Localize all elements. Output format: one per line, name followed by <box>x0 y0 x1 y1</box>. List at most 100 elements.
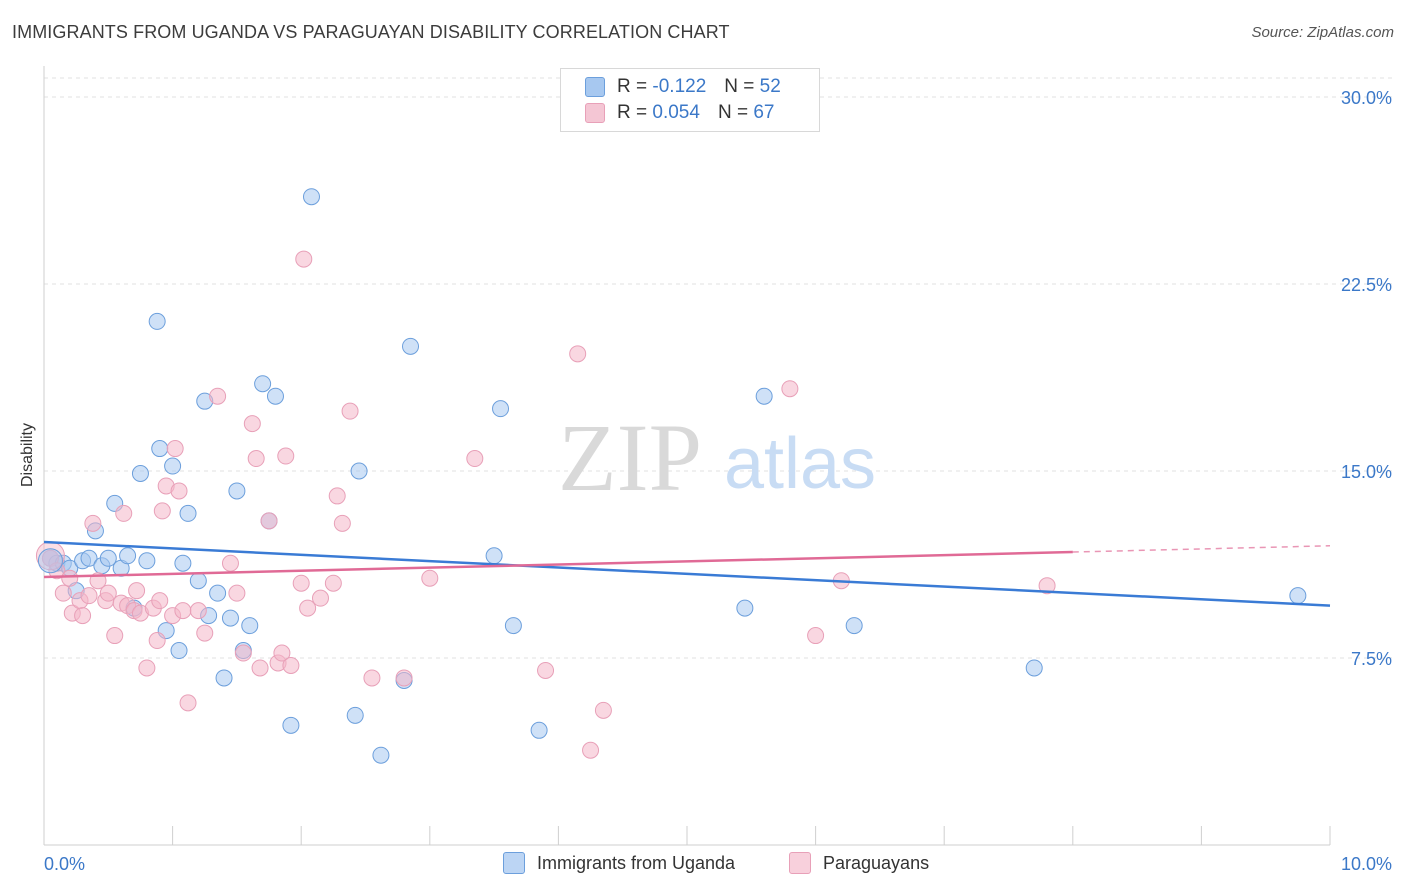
paraguayan-point <box>260 512 278 530</box>
uganda-point <box>148 312 166 330</box>
uganda-point <box>131 464 149 482</box>
paraguayan-trend-line <box>43 550 1073 579</box>
uganda-point <box>37 548 63 574</box>
legend-r-label: R = <box>617 76 648 97</box>
paraguayan-point <box>138 659 156 677</box>
paraguayan-point <box>170 482 188 500</box>
y-tick-label: 22.5% <box>1341 275 1392 295</box>
paraguayan-point <box>247 450 265 468</box>
y-axis-label: Disability <box>19 423 36 488</box>
uganda-point <box>346 706 364 724</box>
paraguayan-point <box>80 587 98 605</box>
paraguayan-point <box>328 487 346 505</box>
chart-source: Source: ZipAtlas.com <box>1251 24 1394 41</box>
y-tick-label: 30.0% <box>1341 88 1392 108</box>
bottom-legend-label-paraguayans: Paraguayans <box>823 852 930 873</box>
paraguayan-point <box>115 504 133 522</box>
paraguayan-point <box>277 447 295 465</box>
legend-r-label: R = <box>617 102 648 123</box>
uganda-point <box>254 375 272 393</box>
uganda-point <box>1289 587 1307 605</box>
legend-n-label: N = <box>717 102 749 123</box>
uganda-point <box>174 554 192 572</box>
paraguayan-point <box>99 584 117 602</box>
paraguayan-point <box>466 450 484 468</box>
paraguayan-point <box>582 741 600 759</box>
paraguayan-point <box>234 644 252 662</box>
paraguayan-point <box>1038 577 1056 595</box>
paraguayan-point <box>153 502 171 520</box>
x-tick-label: 0.0% <box>44 854 85 874</box>
uganda-trend-line <box>43 540 1331 607</box>
paraguayan-point <box>196 624 214 642</box>
paraguayan-point <box>273 644 291 662</box>
uganda-point <box>530 721 548 739</box>
uganda-point <box>164 457 182 475</box>
paraguayan-point <box>295 250 313 268</box>
paraguayan-point <box>221 554 239 572</box>
uganda-point <box>845 617 863 635</box>
paraguayan-point <box>74 607 92 625</box>
paraguayan-point <box>594 701 612 719</box>
uganda-point <box>372 746 390 764</box>
paraguayan-point <box>569 345 587 363</box>
x-tick-label: 10.0% <box>1341 854 1392 874</box>
legend-n-value: 67 <box>753 102 775 123</box>
uganda-point <box>755 387 773 405</box>
uganda-point <box>736 599 754 617</box>
watermark-zip: ZIP <box>558 404 702 511</box>
paraguayan-point <box>189 602 207 620</box>
legend-r-value: -0.122 <box>652 76 707 97</box>
paraguayan-point <box>537 661 555 679</box>
chart-title: IMMIGRANTS FROM UGANDA VS PARAGUAYAN DIS… <box>12 22 730 42</box>
bottom-legend-uganda: Immigrants from Uganda <box>503 852 735 874</box>
legend-row-paraguayans: R = 0.054 N = 67 <box>585 101 774 125</box>
paraguayan-point <box>292 574 310 592</box>
uganda-point <box>80 549 98 567</box>
legend-n-label: N = <box>724 76 755 97</box>
uganda-point <box>151 440 169 458</box>
uganda-point <box>179 504 197 522</box>
uganda-point <box>99 549 117 567</box>
paraguayan-point <box>299 599 317 617</box>
paraguayan-point <box>324 574 342 592</box>
y-tick-label: 15.0% <box>1341 462 1392 482</box>
bottom-legend-label-uganda: Immigrants from Uganda <box>537 852 736 873</box>
paraguayan-point <box>282 656 300 674</box>
paraguayan-point <box>341 402 359 420</box>
paraguayan-point <box>421 569 439 587</box>
paraguayan-point <box>363 669 381 687</box>
paraguayan-point <box>311 589 329 607</box>
paraguayan-point <box>84 514 102 532</box>
uganda-point <box>119 547 137 565</box>
uganda-point <box>209 584 227 602</box>
paraguayan-point <box>148 632 166 650</box>
paraguayan-point <box>166 440 184 458</box>
uganda-point <box>228 482 246 500</box>
uganda-point <box>485 547 503 565</box>
bottom-legend-paraguayans: Paraguayans <box>789 852 929 874</box>
uganda-point <box>215 669 233 687</box>
paraguayan-point <box>251 659 269 677</box>
paraguayan-point <box>174 602 192 620</box>
bottom-legend-swatch-paraguayans <box>789 852 811 874</box>
uganda-point <box>241 617 259 635</box>
uganda-point <box>170 642 188 660</box>
legend-r-value: 0.054 <box>652 102 700 123</box>
axes <box>43 66 1331 846</box>
y-tick-label: 7.5% <box>1351 649 1392 669</box>
paraguayan-point <box>54 584 72 602</box>
uganda-point <box>504 617 522 635</box>
uganda-point <box>221 609 239 627</box>
paraguayan-point <box>228 584 246 602</box>
paraguayan-trend-extension <box>1072 545 1331 553</box>
data-points <box>35 188 1307 764</box>
paraguayan-point <box>781 380 799 398</box>
paraguayan-point <box>151 592 169 610</box>
paraguayan-point <box>106 627 124 645</box>
uganda-point <box>402 337 420 355</box>
legend-n-value: 52 <box>759 76 781 97</box>
paraguayan-point <box>61 569 79 587</box>
paraguayan-point <box>209 387 227 405</box>
